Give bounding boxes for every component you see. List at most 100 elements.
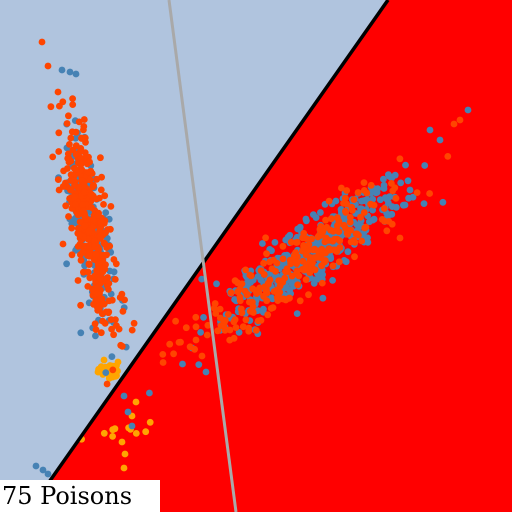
data-point [128, 326, 136, 334]
data-point [101, 320, 109, 327]
data-point [389, 187, 397, 195]
data-point [383, 195, 390, 203]
data-point [159, 359, 167, 366]
data-point [105, 309, 112, 317]
data-point [74, 211, 82, 219]
data-point [103, 251, 110, 259]
data-point [396, 234, 404, 242]
data-point [369, 216, 377, 224]
data-point [420, 200, 428, 208]
data-point [55, 148, 63, 155]
data-point [300, 243, 308, 251]
data-point [263, 297, 271, 305]
data-point [74, 243, 82, 250]
data-point [62, 202, 70, 210]
data-point [111, 276, 119, 283]
data-point [197, 329, 205, 336]
data-point [192, 336, 200, 344]
data-point [97, 295, 104, 303]
series-series_orange [38, 38, 464, 388]
data-point [235, 329, 243, 336]
data-point [247, 272, 255, 280]
data-point [362, 223, 370, 231]
data-point [58, 66, 66, 74]
data-point [260, 271, 268, 278]
data-point [363, 196, 371, 203]
data-point [381, 217, 388, 225]
data-point [120, 392, 128, 400]
data-point [242, 316, 250, 324]
data-point [308, 235, 315, 243]
data-point [172, 317, 180, 325]
data-point [86, 176, 94, 184]
data-point [336, 237, 344, 245]
data-point [89, 181, 97, 189]
data-point [107, 203, 115, 210]
data-point [97, 154, 104, 162]
data-point [329, 262, 337, 270]
data-point [406, 186, 414, 194]
data-point [94, 289, 101, 297]
data-point [38, 38, 46, 46]
data-point [350, 196, 358, 204]
data-point [195, 361, 203, 368]
data-point [182, 324, 190, 332]
data-point [93, 195, 100, 203]
data-point [79, 201, 86, 209]
data-point [102, 209, 110, 217]
data-point [106, 242, 114, 250]
data-point [343, 187, 351, 194]
data-point [358, 237, 366, 245]
data-point [99, 268, 107, 276]
data-point [112, 260, 120, 268]
data-point [132, 398, 140, 406]
data-point [397, 179, 405, 187]
data-point [198, 352, 206, 360]
data-point [102, 369, 110, 376]
data-point [128, 422, 136, 430]
data-point [100, 201, 107, 208]
data-point [77, 301, 84, 309]
data-point [353, 230, 361, 238]
data-point [226, 326, 234, 334]
data-point [388, 210, 396, 218]
data-point [63, 260, 70, 268]
data-point [275, 277, 283, 284]
data-point [271, 239, 279, 246]
data-point [392, 194, 400, 202]
data-point [102, 229, 109, 237]
data-point [32, 462, 40, 470]
data-point [76, 231, 83, 239]
data-point [63, 120, 71, 127]
data-point [72, 128, 80, 136]
data-point [272, 267, 279, 275]
data-point [260, 259, 267, 267]
data-point [213, 280, 220, 288]
data-point [69, 95, 76, 102]
data-point [100, 239, 108, 247]
data-point [67, 134, 75, 142]
data-point [264, 281, 272, 288]
class-region-1 [0, 0, 388, 512]
data-point [323, 223, 331, 231]
class-region-2 [28, 0, 512, 512]
data-point [112, 316, 119, 323]
data-point [72, 134, 79, 142]
data-point [401, 201, 409, 209]
data-point [97, 232, 104, 240]
data-point [376, 196, 384, 204]
data-point [118, 342, 126, 350]
data-point [303, 235, 310, 243]
data-point [105, 297, 113, 305]
data-point [346, 213, 354, 221]
data-point [279, 295, 286, 303]
data-point [237, 305, 245, 313]
data-point [299, 257, 307, 265]
data-point [66, 141, 73, 148]
data-point [100, 218, 108, 225]
decision-boundary-line [26, 0, 390, 512]
data-point [72, 150, 80, 158]
data-point [91, 272, 98, 280]
data-point [166, 340, 174, 348]
